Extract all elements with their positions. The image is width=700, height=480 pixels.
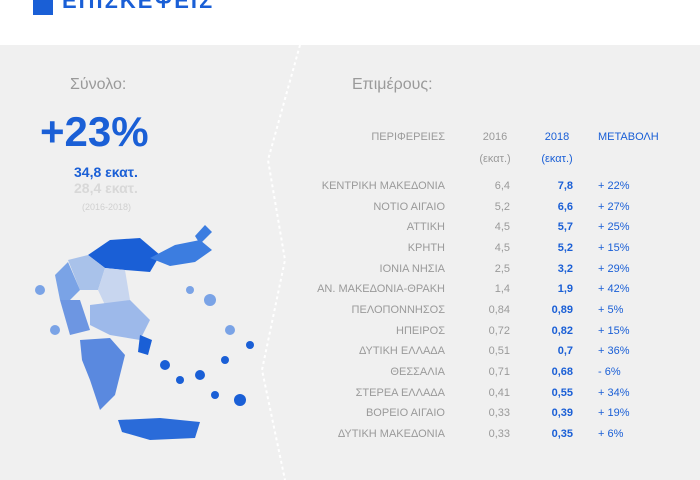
table-cell: + 15% [598,242,630,254]
summary-2018: 34,8 εκατ. [74,164,138,180]
table-cell: 4,5 [494,221,510,234]
table-cell: ΙΟΝΙΑ ΝΗΣΙΑ [379,262,445,275]
table-cell: ΑΤΤΙΚΗ [406,221,445,234]
divider [260,44,301,480]
table-cell: + 19% [598,407,630,420]
table-cell: 5,7 [557,221,573,234]
table-cell: 0,71 [488,366,510,379]
table-cell: + 34% [598,386,630,399]
column-unit: (εκατ.) [541,153,573,165]
column-header: 2018 [544,131,570,143]
table-cell: ΘΕΣΣΑΛΙΑ [390,366,445,379]
table-cell: 0,89 [551,304,573,317]
column-unit: (εκατ.) [479,153,511,165]
summary-period: (2016-2018) [82,202,132,212]
greece-map [35,225,254,440]
table-cell: 4,5 [494,242,510,254]
table-cell: ΚΕΝΤΡΙΚΗ ΜΑΚΕΔΟΝΙΑ [321,180,445,192]
summary-2016: 28,4 εκατ. [74,180,138,196]
header-title: ΕΠΙΣΚΕΨΕΙΣ [62,0,215,13]
header-band [0,0,700,45]
table-cell: 2,5 [494,262,510,275]
table-cell: 0,33 [488,407,510,420]
table-cell: + 15% [598,324,630,337]
table-cell: ΔΥΤΙΚΗ ΜΑΚΕΔΟΝΙΑ [337,428,445,441]
table-cell: 0,33 [488,428,510,441]
table-cell: 1,9 [557,283,573,296]
column-header: ΠΕΡΙΦΕΡΕΙΕΣ [371,131,445,143]
summary-label: Σύνολο: [70,76,127,93]
table-cell: - 6% [598,366,621,379]
table-cell: ΚΡΗΤΗ [407,242,445,254]
table-cell: 6,4 [494,180,510,192]
table-cell: ΑΝ. ΜΑΚΕΔΟΝΙΑ-ΘΡΑΚΗ [317,283,445,296]
table-cell: 0,84 [488,304,510,317]
table-cell: 6,6 [557,200,573,213]
table-cell: 0,82 [551,324,573,337]
table-cell: 1,4 [494,283,510,296]
table-cell: 0,7 [557,345,573,358]
table-cell: ΝΟΤΙΟ ΑΙΓΑΙΟ [373,200,445,213]
table-cell: ΔΥΤΙΚΗ ΕΛΛΑΔΑ [358,345,445,358]
table-cell: ΠΕΛΟΠΟΝΝΗΣΟΣ [351,304,445,317]
table-cell: + 22% [598,180,630,192]
table-cell: + 25% [598,221,630,234]
table-cell: 0,72 [488,324,510,337]
column-header: ΜΕΤΑΒΟΛΗ [598,131,659,143]
table-cell: 5,2 [494,200,510,213]
table-cell: 0,41 [488,386,510,399]
table-cell: + 29% [598,262,630,275]
table-cell: + 36% [598,345,630,358]
table-cell: ΗΠΕΙΡΟΣ [396,324,445,337]
table-cell: + 42% [598,283,630,296]
table-cell: ΒΟΡΕΙΟ ΑΙΓΑΙΟ [365,407,445,420]
table-cell: 0,68 [551,366,573,379]
detail-label: Επιμέρους: [352,76,433,93]
summary-change: +23% [40,108,149,155]
table-cell: 0,35 [551,428,573,441]
table-cell: 7,8 [557,180,573,192]
header-icon [33,0,53,15]
table-cell: 3,2 [557,262,573,275]
column-header: 2016 [482,131,508,143]
table-cell: 0,39 [551,407,573,420]
table-cell: 0,51 [488,345,510,358]
table-cell: + 5% [598,304,624,317]
table-cell: 5,2 [557,242,573,254]
table-cell: + 27% [598,200,630,213]
table-cell: ΣΤΕΡΕΑ ΕΛΛΑΔΑ [355,386,445,399]
table-cell: 0,55 [551,386,573,399]
table-cell: + 6% [598,428,624,441]
